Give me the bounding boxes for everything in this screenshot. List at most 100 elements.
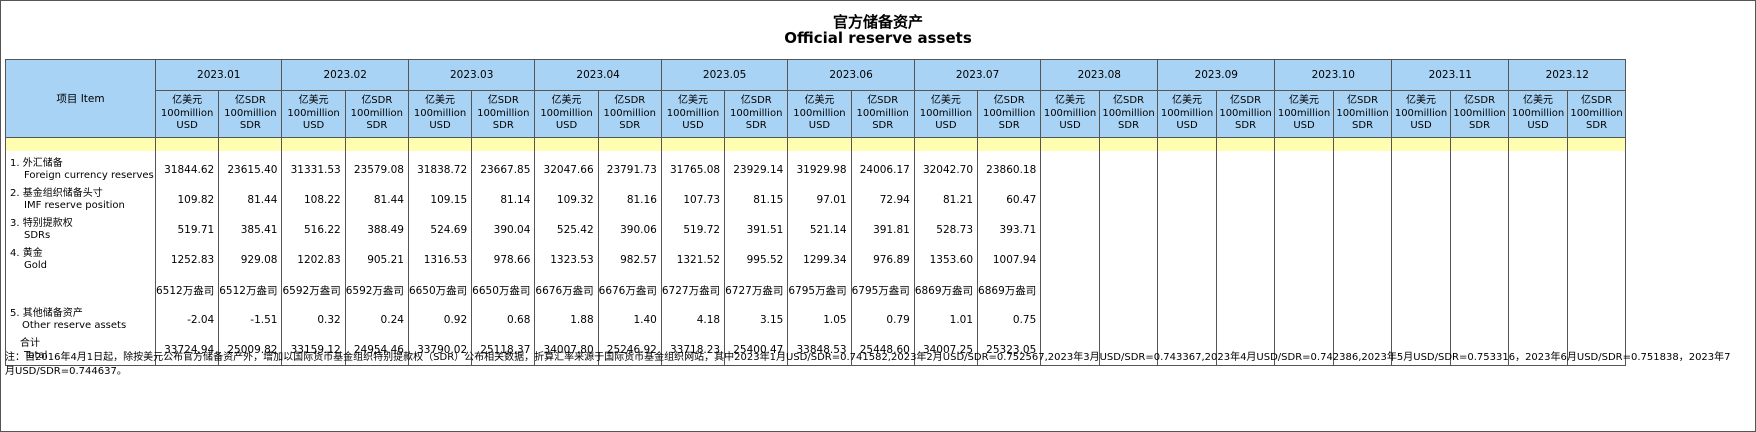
cell-usd <box>1274 185 1334 215</box>
cell-usd <box>1274 275 1334 305</box>
table-row: 6512万盎司 6512万盎司 6592万盎司 6592万盎司 6650万盎司 6650万… <box>5 275 1627 305</box>
cell-usd <box>1040 335 1100 366</box>
cell-sdr: 25118.37 <box>471 335 536 366</box>
unit-header-sdr: 亿SDR 100million SDR <box>850 90 915 138</box>
cell-sdr: 6795万盎司 <box>850 275 915 305</box>
month-header: 2023.07 <box>913 59 1042 91</box>
cell-sdr: 23667.85 <box>471 151 536 185</box>
row-label: 3. 特别提款权 SDRs <box>5 215 156 245</box>
stripe-cell <box>218 137 283 151</box>
cell-usd <box>1274 151 1334 185</box>
cell-usd <box>1508 275 1568 305</box>
unit-header-sdr: 亿SDR 100million SDR <box>724 90 789 138</box>
cell-usd <box>1274 245 1334 275</box>
cell-sdr <box>1566 305 1627 335</box>
footnote: 注：自2016年4月1日起，除按美元公布官方储备资产外，增加以国际货币基金组织特… <box>5 352 1731 377</box>
cell-usd: 0.32 <box>281 305 346 335</box>
cell-usd: 6650万盎司 <box>407 275 473 305</box>
unit-header-usd: 亿美元 100million USD <box>1508 90 1568 138</box>
unit-header-usd: 亿美元 100million USD <box>407 90 473 138</box>
unit-header-sdr: 亿SDR 100million SDR <box>977 90 1042 138</box>
cell-usd: 0.92 <box>407 305 473 335</box>
cell-sdr <box>1215 185 1276 215</box>
cell-usd <box>1040 275 1100 305</box>
month-header: 2023.09 <box>1157 59 1276 91</box>
cell-usd: 33159.12 <box>281 335 346 366</box>
cell-sdr <box>1449 151 1510 185</box>
month-header: 2023.11 <box>1391 59 1510 91</box>
unit-header-sdr: 亿SDR 100million SDR <box>218 90 283 138</box>
cell-sdr: 976.89 <box>850 245 915 275</box>
cell-sdr <box>1566 275 1627 305</box>
cell-usd: 31331.53 <box>281 151 346 185</box>
cell-sdr: 23860.18 <box>977 151 1042 185</box>
cell-usd: 4.18 <box>660 305 726 335</box>
cell-sdr: 25009.82 <box>218 335 283 366</box>
unit-header-usd: 亿美元 100million USD <box>281 90 346 138</box>
cell-sdr: 978.66 <box>471 245 536 275</box>
stripe-cell <box>1449 137 1510 151</box>
unit-header-sdr: 亿SDR 100million SDR <box>1566 90 1627 138</box>
cell-sdr: 995.52 <box>724 245 789 275</box>
month-header: 2023.01 <box>154 59 283 91</box>
cell-usd <box>1157 305 1217 335</box>
cell-sdr: 929.08 <box>218 245 283 275</box>
month-header: 2023.12 <box>1508 59 1627 91</box>
cell-sdr: 393.71 <box>977 215 1042 245</box>
unit-header-sdr: 亿SDR 100million SDR <box>471 90 536 138</box>
row-label-cn: 合计 <box>20 338 40 349</box>
stripe-cell <box>850 137 915 151</box>
cell-usd <box>1274 335 1334 366</box>
cell-usd <box>1040 215 1100 245</box>
cell-sdr: 385.41 <box>218 215 283 245</box>
row-label-cn: 4. 黄金 <box>10 248 43 259</box>
cell-sdr <box>1566 215 1627 245</box>
cell-sdr: 1007.94 <box>977 245 1042 275</box>
cell-sdr: 0.24 <box>344 305 409 335</box>
stripe-cell <box>1508 137 1568 151</box>
cell-usd <box>1040 305 1100 335</box>
cell-sdr <box>1332 245 1393 275</box>
cell-usd: 516.22 <box>281 215 346 245</box>
cell-usd: 6727万盎司 <box>660 275 726 305</box>
cell-sdr <box>1332 215 1393 245</box>
cell-sdr: 24954.46 <box>344 335 409 366</box>
cell-sdr: -1.51 <box>218 305 283 335</box>
stripe-cell <box>977 137 1042 151</box>
cell-usd: 524.69 <box>407 215 473 245</box>
cell-usd: 1299.34 <box>787 245 852 275</box>
cell-sdr <box>1098 335 1159 366</box>
unit-header-sdr: 亿SDR 100million SDR <box>344 90 409 138</box>
cell-sdr: 25246.92 <box>597 335 662 366</box>
cell-usd <box>1508 185 1568 215</box>
stripe-cell <box>1098 137 1159 151</box>
cell-sdr: 72.94 <box>850 185 915 215</box>
cell-usd <box>1157 335 1217 366</box>
cell-usd: 1353.60 <box>913 245 979 275</box>
stripe-cell <box>787 137 852 151</box>
stripe-cell <box>281 137 346 151</box>
cell-sdr: 6650万盎司 <box>471 275 536 305</box>
cell-usd: 6676万盎司 <box>534 275 599 305</box>
unit-header-sdr: 亿SDR 100million SDR <box>1332 90 1393 138</box>
stripe-cell <box>913 137 979 151</box>
cell-sdr: 982.57 <box>597 245 662 275</box>
cell-sdr <box>1215 151 1276 185</box>
stripe-cell <box>407 137 473 151</box>
cell-usd: 1323.53 <box>534 245 599 275</box>
unit-header-sdr: 亿SDR 100million SDR <box>1098 90 1159 138</box>
cell-sdr <box>1215 215 1276 245</box>
stripe-cell <box>1332 137 1393 151</box>
item-header: 项目 Item <box>5 59 156 138</box>
unit-header-sdr: 亿SDR 100million SDR <box>1215 90 1276 138</box>
month-header: 2023.08 <box>1040 59 1159 91</box>
cell-usd: 1.88 <box>534 305 599 335</box>
cell-usd <box>1508 305 1568 335</box>
cell-sdr: 6727万盎司 <box>724 275 789 305</box>
title-english: Official reserve assets <box>784 29 972 47</box>
stripe-cell <box>344 137 409 151</box>
cell-sdr: 3.15 <box>724 305 789 335</box>
cell-usd: 108.22 <box>281 185 346 215</box>
stripe-cell <box>154 137 220 151</box>
